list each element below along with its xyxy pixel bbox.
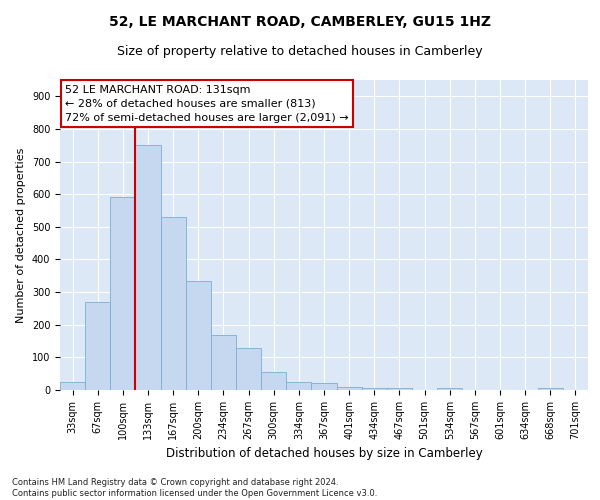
Bar [211,334,236,390]
Bar [311,384,337,390]
Bar [161,217,186,390]
Bar [437,388,462,390]
X-axis label: Distribution of detached houses by size in Camberley: Distribution of detached houses by size … [166,448,482,460]
Bar [85,302,110,390]
Bar [538,388,563,390]
Text: Contains HM Land Registry data © Crown copyright and database right 2024.
Contai: Contains HM Land Registry data © Crown c… [12,478,377,498]
Text: 52 LE MARCHANT ROAD: 131sqm
← 28% of detached houses are smaller (813)
72% of se: 52 LE MARCHANT ROAD: 131sqm ← 28% of det… [65,84,349,122]
Bar [60,382,85,390]
Bar [186,280,211,390]
Bar [110,198,136,390]
Text: 52, LE MARCHANT ROAD, CAMBERLEY, GU15 1HZ: 52, LE MARCHANT ROAD, CAMBERLEY, GU15 1H… [109,15,491,29]
Bar [261,372,286,390]
Text: Size of property relative to detached houses in Camberley: Size of property relative to detached ho… [117,45,483,58]
Bar [236,348,261,390]
Bar [136,146,161,390]
Bar [337,386,362,390]
Bar [387,388,412,390]
Y-axis label: Number of detached properties: Number of detached properties [16,148,26,322]
Bar [286,382,311,390]
Bar [362,388,387,390]
